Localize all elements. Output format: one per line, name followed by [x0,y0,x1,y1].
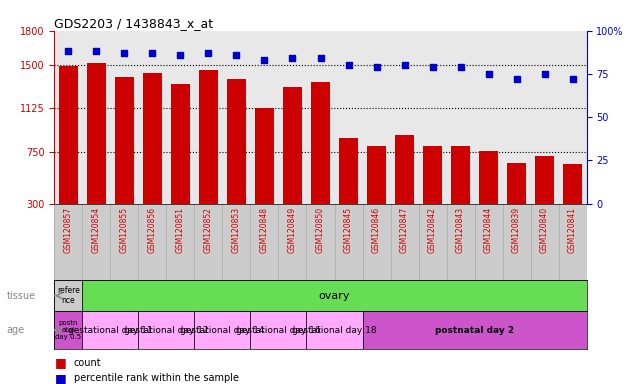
Bar [479,151,498,204]
Bar [194,311,251,349]
Bar [115,77,134,204]
Text: ovary: ovary [319,291,350,301]
Text: GSM120839: GSM120839 [512,207,521,253]
Point [176,52,186,58]
Bar [283,87,303,204]
Text: GSM120848: GSM120848 [260,207,269,253]
Bar [54,311,83,349]
Point [287,55,297,61]
Bar [54,280,83,311]
Point [399,62,410,68]
Bar [507,163,526,204]
Point [63,48,74,55]
Text: GSM120845: GSM120845 [344,207,353,253]
Text: postn
atal
day 0.5: postn atal day 0.5 [55,320,81,340]
Bar [254,108,274,204]
Text: GSM120849: GSM120849 [288,207,297,253]
Text: gestational day 18: gestational day 18 [292,326,377,335]
Text: GSM120852: GSM120852 [204,207,213,253]
Bar [306,311,363,349]
Point [567,76,578,82]
Text: GSM120840: GSM120840 [540,207,549,253]
Bar [563,164,582,204]
Bar [138,311,194,349]
Text: GSM120842: GSM120842 [428,207,437,253]
Point [315,55,326,61]
Bar [451,146,470,204]
Text: percentile rank within the sample: percentile rank within the sample [74,373,238,383]
Point [539,71,549,77]
Bar [535,156,554,204]
Text: GSM120856: GSM120856 [148,207,157,253]
Bar [367,146,387,204]
Point [428,64,438,70]
Text: GSM120847: GSM120847 [400,207,409,253]
Point [260,57,270,63]
Bar [83,311,138,349]
Text: GDS2203 / 1438843_x_at: GDS2203 / 1438843_x_at [54,17,213,30]
Bar [395,135,414,204]
Point [483,71,494,77]
Bar [227,78,246,204]
Bar [363,311,587,349]
Text: GSM120850: GSM120850 [316,207,325,253]
Bar [171,84,190,204]
Text: GSM120853: GSM120853 [232,207,241,253]
Bar [422,146,442,204]
Text: GSM120844: GSM120844 [484,207,493,253]
Text: gestational day 16: gestational day 16 [236,326,320,335]
Bar [199,70,219,204]
Text: postnatal day 2: postnatal day 2 [435,326,514,335]
Point [371,64,381,70]
Bar [338,138,358,204]
Point [147,50,158,56]
Text: gestational day 12: gestational day 12 [124,326,209,335]
Point [455,64,465,70]
Text: GSM120851: GSM120851 [176,207,185,253]
Text: GSM120846: GSM120846 [372,207,381,253]
Text: ■: ■ [54,356,66,369]
Bar [59,66,78,204]
Text: tissue: tissue [6,291,35,301]
Text: GSM120855: GSM120855 [120,207,129,253]
Point [512,76,522,82]
Bar [251,311,306,349]
Text: GSM120841: GSM120841 [568,207,577,253]
Text: ■: ■ [54,372,66,384]
Text: gestational day 11: gestational day 11 [68,326,153,335]
Bar [143,73,162,204]
Text: count: count [74,358,101,368]
Text: GSM120843: GSM120843 [456,207,465,253]
Bar [87,63,106,204]
Point [231,52,242,58]
Bar [311,82,330,204]
Text: age: age [6,325,24,335]
Point [119,50,129,56]
Text: GSM120857: GSM120857 [64,207,73,253]
Text: gestational day 14: gestational day 14 [180,326,265,335]
Point [203,50,213,56]
Text: refere
nce: refere nce [57,286,80,305]
Point [92,48,102,55]
Text: GSM120854: GSM120854 [92,207,101,253]
Point [344,62,354,68]
